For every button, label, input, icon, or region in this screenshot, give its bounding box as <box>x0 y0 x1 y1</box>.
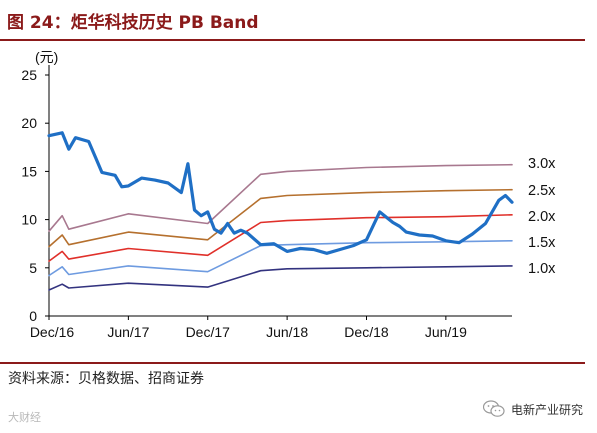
y-tick-label: 15 <box>21 163 37 179</box>
band-label-group: 3.0x 2.5x 2.0x 1.5x 1.0x <box>528 156 556 277</box>
watermark-left: 大财经 <box>8 411 41 424</box>
figure-label: 图 24： <box>7 13 71 33</box>
band-label: 2.0x <box>528 209 556 225</box>
watermark-right-text: 电新产业研究 <box>510 402 583 417</box>
y-tick-label: 0 <box>29 308 37 324</box>
band-line-2-0x <box>48 214 513 262</box>
band-lines <box>48 163 513 291</box>
title-divider <box>0 39 585 41</box>
y-axis-unit-label: (元) <box>35 49 58 65</box>
band-label: 1.0x <box>528 261 556 277</box>
x-tick-label: Dec/16 <box>30 324 75 340</box>
source-note: 资料来源：贝格数据、招商证券 <box>8 371 204 387</box>
watermark-right: 电新产业研究 <box>482 400 583 418</box>
band-line-2-5x <box>48 188 513 248</box>
band-label: 1.5x <box>528 235 556 251</box>
y-tick-label: 5 <box>29 260 37 276</box>
x-tick-label: Jun/17 <box>107 324 149 340</box>
x-tick-label: Jun/19 <box>425 324 467 340</box>
wechat-icon <box>482 400 505 417</box>
price-line <box>47 131 514 255</box>
y-tick-label: 10 <box>21 212 37 228</box>
band-line-3-0x <box>48 163 513 232</box>
y-tick-label: 20 <box>21 115 37 131</box>
band-line-1-5x <box>48 240 513 277</box>
title-text: 炬华科技历史 PB Band <box>70 13 259 33</box>
x-tick-label: Dec/18 <box>344 324 389 340</box>
chart-axes: 0 5 10 15 20 25 (元) Dec/16 Jun/17 Dec/17 Jun/18 Dec… <box>21 49 512 340</box>
y-tick-label: 25 <box>21 67 37 83</box>
x-tick-label: Jun/18 <box>266 324 308 340</box>
band-label: 2.5x <box>528 183 556 199</box>
footer-divider <box>0 362 585 364</box>
price-line-group <box>47 131 514 255</box>
pb-band-chart: 0 5 10 15 20 25 (元) Dec/16 Jun/17 Dec/17 Jun/18 Dec… <box>21 49 556 340</box>
chart-title: 图 24：炬华科技历史 PB Band <box>7 8 259 33</box>
x-tick-label: Dec/17 <box>186 324 231 340</box>
band-line-1-0x <box>48 265 513 291</box>
band-label: 3.0x <box>528 156 556 172</box>
